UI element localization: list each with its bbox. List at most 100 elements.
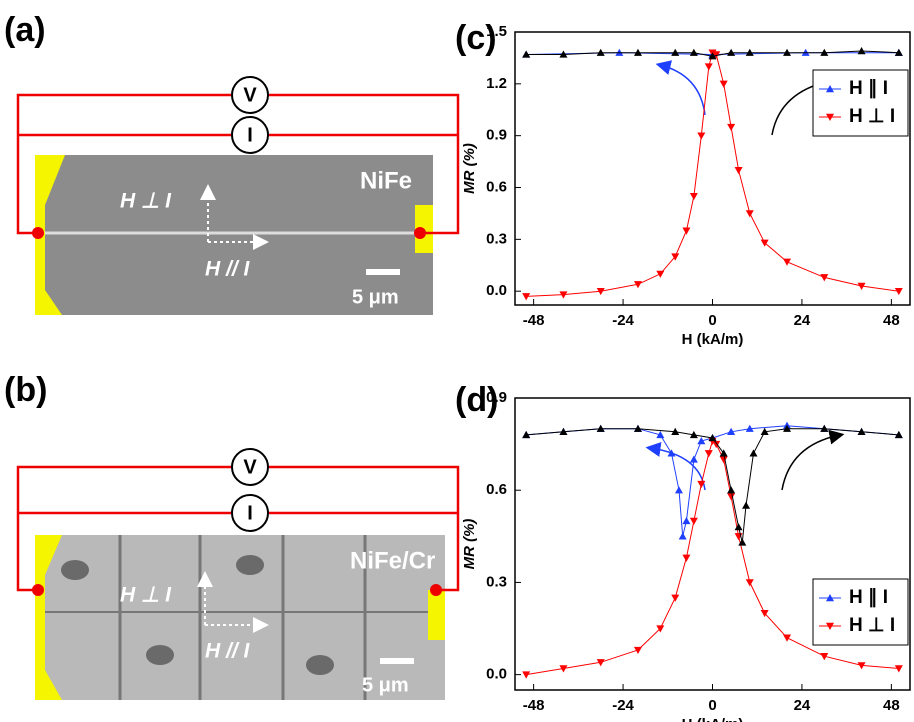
legend-label: H ∥ I bbox=[849, 78, 888, 99]
legend-label: H ⊥ I bbox=[849, 615, 895, 636]
pad bbox=[35, 155, 65, 315]
legend-label: H ∥ I bbox=[849, 587, 888, 608]
data-point bbox=[682, 227, 691, 235]
ammeter bbox=[231, 116, 269, 154]
panel-b: (b) V I NiFe/Cr H ⊥ I H // I 5 μm bbox=[4, 371, 460, 700]
data-point bbox=[682, 554, 691, 562]
data-point bbox=[727, 486, 736, 494]
y-tick-label: 0.6 bbox=[486, 178, 507, 195]
data-point bbox=[596, 659, 605, 667]
data-point bbox=[559, 665, 568, 673]
data-point bbox=[745, 424, 754, 432]
data-point bbox=[689, 192, 698, 201]
voltmeter bbox=[231, 448, 269, 486]
data-point bbox=[671, 427, 680, 436]
pad bbox=[428, 590, 445, 640]
x-tick-label: 48 bbox=[883, 697, 900, 714]
legend-label: H ⊥ I bbox=[849, 106, 895, 127]
y-tick-label: 0.3 bbox=[486, 573, 507, 590]
data-point bbox=[678, 532, 687, 540]
material: NiFe bbox=[360, 167, 412, 194]
x-tick-label: 0 bbox=[708, 312, 716, 329]
data-point bbox=[689, 48, 698, 56]
x-tick-label: 0 bbox=[708, 697, 716, 714]
x-tick-label: 48 bbox=[883, 312, 900, 329]
data-point bbox=[656, 625, 665, 633]
circuit bbox=[16, 93, 460, 235]
data-point bbox=[783, 424, 792, 432]
data-point bbox=[857, 662, 866, 670]
x-tick-label: -48 bbox=[523, 312, 545, 329]
circuit bbox=[16, 465, 460, 592]
y-tick-label: 0.0 bbox=[486, 666, 507, 683]
data-point bbox=[522, 293, 531, 301]
panel-label: (a) bbox=[4, 11, 46, 49]
data-point bbox=[674, 486, 683, 494]
data-point bbox=[667, 449, 676, 457]
panel-a: (a) V I NiFe H ⊥ I H // I 5 μm bbox=[4, 11, 460, 315]
x-tick-label: -48 bbox=[523, 697, 545, 714]
grid-pattern bbox=[45, 535, 445, 700]
panel-label: (c) bbox=[455, 19, 497, 57]
data-point bbox=[522, 430, 531, 439]
data-point bbox=[522, 50, 531, 58]
contact bbox=[414, 227, 426, 239]
data-point bbox=[857, 47, 866, 55]
data-point bbox=[633, 646, 642, 655]
legend bbox=[812, 578, 909, 646]
sweep-arrow bbox=[781, 429, 845, 491]
data-point bbox=[820, 274, 829, 282]
data-point bbox=[820, 424, 829, 432]
voltmeter-label: V bbox=[243, 456, 257, 478]
series-line bbox=[526, 428, 899, 543]
data-point bbox=[894, 48, 903, 56]
data-point bbox=[719, 456, 728, 464]
scale-bar bbox=[380, 658, 414, 664]
data-point bbox=[689, 430, 698, 439]
scale-bar bbox=[366, 269, 400, 275]
data-point bbox=[656, 430, 665, 439]
data-point bbox=[671, 594, 680, 602]
data-point bbox=[727, 123, 736, 132]
data-point bbox=[633, 48, 642, 56]
y-tick-label: 1.2 bbox=[486, 75, 507, 92]
x-tick-label: 24 bbox=[794, 312, 811, 329]
y-tick-label: 1.5 bbox=[486, 23, 507, 40]
data-point bbox=[671, 253, 680, 261]
scale-label: 5 μm bbox=[352, 286, 399, 308]
pad bbox=[35, 535, 62, 700]
data-point bbox=[712, 51, 721, 59]
data-point bbox=[559, 427, 568, 436]
data-point bbox=[712, 440, 721, 449]
data-point bbox=[734, 523, 743, 531]
data-point bbox=[633, 281, 642, 289]
material: NiFe/Cr bbox=[350, 547, 435, 574]
data-point bbox=[719, 80, 728, 88]
data-point bbox=[783, 258, 792, 266]
sem-image bbox=[35, 155, 433, 315]
perp-label: H ⊥ I bbox=[120, 584, 172, 607]
data-point bbox=[749, 449, 758, 457]
data-point bbox=[559, 50, 568, 58]
data-point bbox=[820, 48, 829, 56]
data-point bbox=[719, 449, 728, 457]
x-tick-label: -24 bbox=[612, 312, 634, 329]
data-point bbox=[734, 167, 743, 175]
contact bbox=[430, 584, 442, 596]
para-label: H // I bbox=[205, 258, 251, 281]
x-tick-label: 24 bbox=[794, 697, 811, 714]
data-point bbox=[727, 493, 736, 501]
data-point bbox=[742, 501, 751, 509]
data-point bbox=[697, 480, 706, 489]
ammeter bbox=[231, 494, 269, 532]
legend-marker bbox=[826, 594, 834, 602]
y-tick-label: 0.9 bbox=[486, 389, 507, 406]
data-point bbox=[708, 433, 717, 442]
y-tick-label: 0.0 bbox=[486, 282, 507, 299]
y-axis-label: MR (%) bbox=[461, 143, 478, 194]
data-point bbox=[596, 424, 605, 432]
data-point bbox=[689, 517, 698, 525]
sweep-arrow bbox=[655, 60, 706, 116]
data-point bbox=[596, 287, 605, 296]
voltmeter bbox=[231, 76, 269, 114]
